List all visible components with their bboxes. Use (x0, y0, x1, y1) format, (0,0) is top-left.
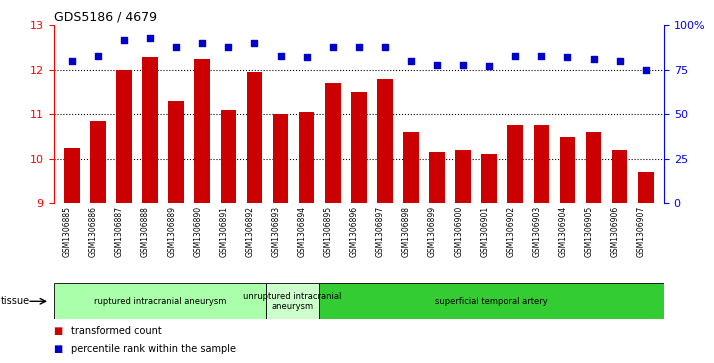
Bar (298, 112, 314, 203)
Point (406, 58, 417, 64)
Point (248, 40, 260, 46)
Text: ■: ■ (54, 326, 63, 336)
Point (223, 44, 234, 50)
Bar (351, 92, 366, 203)
Bar (560, 136, 575, 203)
Point (196, 40, 208, 46)
Bar (612, 150, 628, 203)
Bar (429, 152, 445, 203)
Bar (319, 283, 664, 319)
Point (353, 44, 365, 50)
Bar (64, 148, 80, 203)
Bar (377, 79, 393, 203)
Point (510, 53, 521, 58)
Text: superficial temporal artery: superficial temporal artery (435, 297, 548, 306)
Text: ruptured intracranial aneurysm: ruptured intracranial aneurysm (94, 297, 226, 306)
Bar (54, 283, 266, 319)
Point (171, 44, 182, 50)
Text: percentile rank within the sample: percentile rank within the sample (71, 344, 236, 354)
Bar (90, 121, 106, 203)
Bar (508, 126, 523, 203)
Point (431, 62, 443, 68)
Point (144, 35, 156, 41)
Bar (169, 101, 184, 203)
Bar (638, 172, 653, 203)
Bar (246, 72, 262, 203)
Bar (116, 70, 132, 203)
Point (458, 62, 469, 68)
Bar (403, 132, 419, 203)
Bar (325, 83, 341, 203)
Point (379, 44, 391, 50)
Bar (533, 126, 549, 203)
Point (66, 58, 78, 64)
Bar (585, 132, 601, 203)
Point (562, 54, 573, 60)
Point (483, 64, 495, 69)
Point (640, 67, 651, 73)
Bar (266, 283, 319, 319)
Bar (273, 114, 288, 203)
Bar (481, 154, 497, 203)
Bar (142, 57, 158, 203)
Text: unruptured intracranial
aneurysm: unruptured intracranial aneurysm (243, 291, 341, 311)
Bar (456, 150, 471, 203)
Bar (221, 110, 236, 203)
Text: transformed count: transformed count (71, 326, 162, 336)
Point (614, 58, 625, 64)
Bar (194, 59, 210, 203)
Point (301, 54, 312, 60)
Point (588, 56, 599, 62)
Text: tissue: tissue (1, 296, 30, 306)
Point (327, 44, 338, 50)
Point (275, 53, 286, 58)
Point (119, 37, 130, 42)
Text: GDS5186 / 4679: GDS5186 / 4679 (54, 11, 156, 24)
Text: ■: ■ (54, 344, 63, 354)
Point (536, 53, 547, 58)
Point (92, 53, 104, 58)
